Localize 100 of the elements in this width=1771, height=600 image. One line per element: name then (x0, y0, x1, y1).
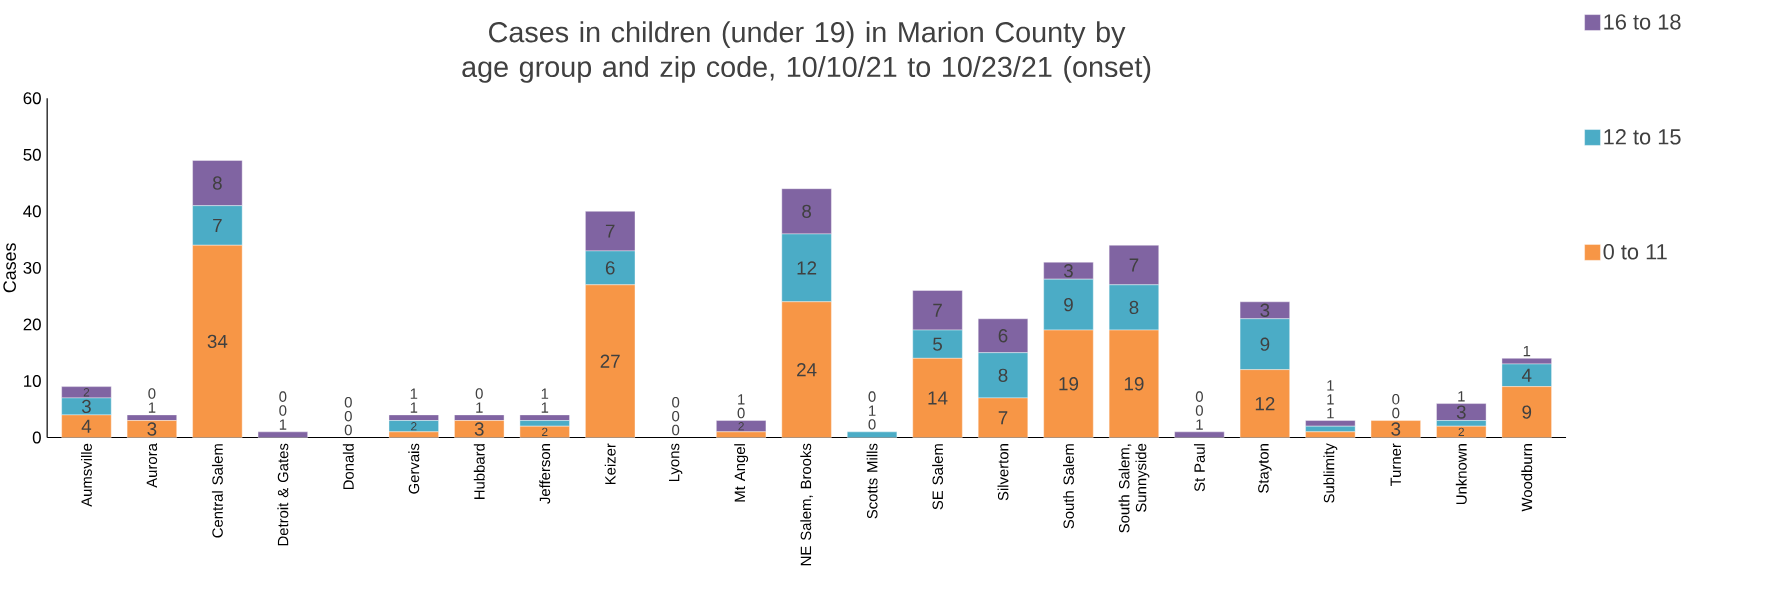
data-label: 1 (410, 388, 418, 399)
x-tick-label: South Salem (1063, 444, 1074, 529)
data-label: 1 (738, 394, 745, 405)
data-label: 9 (1522, 405, 1532, 419)
y-tick-label: 10 (24, 374, 41, 387)
y-tick-label: 40 (23, 205, 41, 218)
x-tick-label: Mt Angel (734, 444, 749, 502)
data-label: 8 (998, 368, 1008, 382)
data-label: 14 (928, 391, 948, 405)
data-label: 3 (1456, 405, 1466, 419)
data-label: 8 (1129, 300, 1139, 315)
bar (257, 431, 308, 438)
data-label: 7 (933, 303, 942, 317)
data-label: 19 (1124, 377, 1144, 391)
data-label: 7 (605, 224, 615, 238)
data-label: 12 (1255, 396, 1275, 411)
data-label: 1 (1327, 408, 1334, 419)
x-tick-label: Woodburn (1521, 444, 1533, 512)
data-label: 0 (1392, 407, 1400, 419)
x-tick-label: South Salem, Sunnyside (1118, 443, 1150, 533)
x-tick-label: Turner (1390, 443, 1402, 486)
y-tick-label: 60 (23, 92, 41, 105)
y-tick-label: 20 (23, 318, 41, 331)
data-label: 1 (1196, 419, 1203, 430)
legend-label: 12 to 15 (1604, 129, 1681, 145)
data-label: 8 (802, 204, 812, 218)
x-tick-label: Donald (342, 444, 354, 489)
data-label: 3 (474, 422, 484, 436)
data-label: 8 (212, 176, 222, 190)
data-label: 1 (1327, 394, 1334, 405)
data-label: 2 (411, 421, 417, 431)
data-label: 19 (1059, 377, 1079, 391)
y-axis-title: Cases (3, 243, 16, 293)
data-label: 7 (213, 218, 222, 232)
x-tick-label: NE Salem, Brooks (800, 443, 813, 566)
chart-title: Cases in children (under 19) in Marion County by age group and zip code, 10/10/21 to 10/23/21 (onset) (462, 21, 1151, 83)
data-label: 0 (148, 388, 156, 399)
data-label: 0 (672, 424, 680, 436)
data-label: 6 (605, 261, 615, 275)
data-label: 0 (737, 407, 745, 419)
data-label: 0 (475, 388, 483, 399)
data-label: 0 (1392, 393, 1400, 405)
bar (1174, 431, 1225, 438)
data-label: 0 (344, 410, 352, 422)
x-tick-label: Hubbard (473, 444, 485, 499)
data-label: 2 (83, 388, 90, 397)
y-tick-label: 50 (23, 148, 41, 161)
data-label: 0 (279, 405, 287, 416)
x-tick-label: Central Salem (211, 444, 223, 538)
data-label: 2 (1458, 427, 1464, 436)
data-label: 24 (797, 362, 817, 377)
data-label: 2 (542, 427, 548, 436)
data-label: 3 (1260, 303, 1270, 317)
data-label: 2 (738, 421, 744, 431)
y-tick-label: 30 (23, 261, 41, 274)
data-label: 27 (600, 354, 620, 368)
x-tick-label: Scotts Mills (866, 443, 878, 519)
data-label: 0 (279, 391, 287, 402)
data-label: 0 (1195, 391, 1203, 402)
data-label: 0 (672, 410, 680, 422)
data-label: 1 (541, 402, 549, 413)
data-label: 9 (1260, 337, 1270, 351)
y-tick-label: 0 (32, 431, 41, 444)
bar (847, 431, 898, 438)
legend-label: 0 to 11 (1603, 243, 1667, 260)
x-tick-label: Lyons (669, 443, 683, 481)
data-label: 1 (869, 405, 876, 416)
data-label: 3 (147, 422, 157, 436)
x-tick-label: Sublimity (1323, 443, 1338, 503)
data-label: 0 (1195, 405, 1203, 416)
x-tick-label: Unknown (1455, 444, 1467, 504)
x-tick-label: Aumsville (80, 443, 92, 507)
data-label: 0 (868, 391, 876, 402)
bar (1305, 420, 1356, 427)
data-label: 3 (1391, 422, 1401, 436)
data-label: 1 (1327, 380, 1334, 391)
data-label: 1 (148, 402, 156, 413)
data-label: 4 (1521, 368, 1532, 382)
x-tick-label: Aurora (146, 443, 158, 488)
data-label: 1 (279, 419, 287, 430)
data-label: 12 (797, 261, 817, 275)
data-label: 4 (81, 419, 92, 433)
x-tick-label: SE Salem (932, 444, 943, 510)
data-label: 0 (344, 396, 352, 408)
data-label: 1 (541, 388, 549, 399)
data-label: 3 (81, 399, 91, 413)
data-label: 9 (1064, 297, 1073, 312)
data-label: 6 (998, 328, 1008, 343)
x-tick-label: Stayton (1258, 444, 1272, 493)
data-label: 1 (476, 402, 483, 413)
legend-label: 16 to 18 (1604, 14, 1681, 30)
data-label: 1 (1523, 345, 1531, 357)
data-label: 0 (672, 396, 680, 408)
data-label: 0 (344, 424, 352, 436)
data-label: 0 (868, 419, 876, 430)
x-tick-label: Gervais (408, 443, 420, 494)
data-label: 3 (1063, 263, 1073, 278)
data-label: 7 (998, 411, 1008, 425)
data-label: 1 (1458, 391, 1465, 402)
data-label: 1 (410, 402, 418, 413)
